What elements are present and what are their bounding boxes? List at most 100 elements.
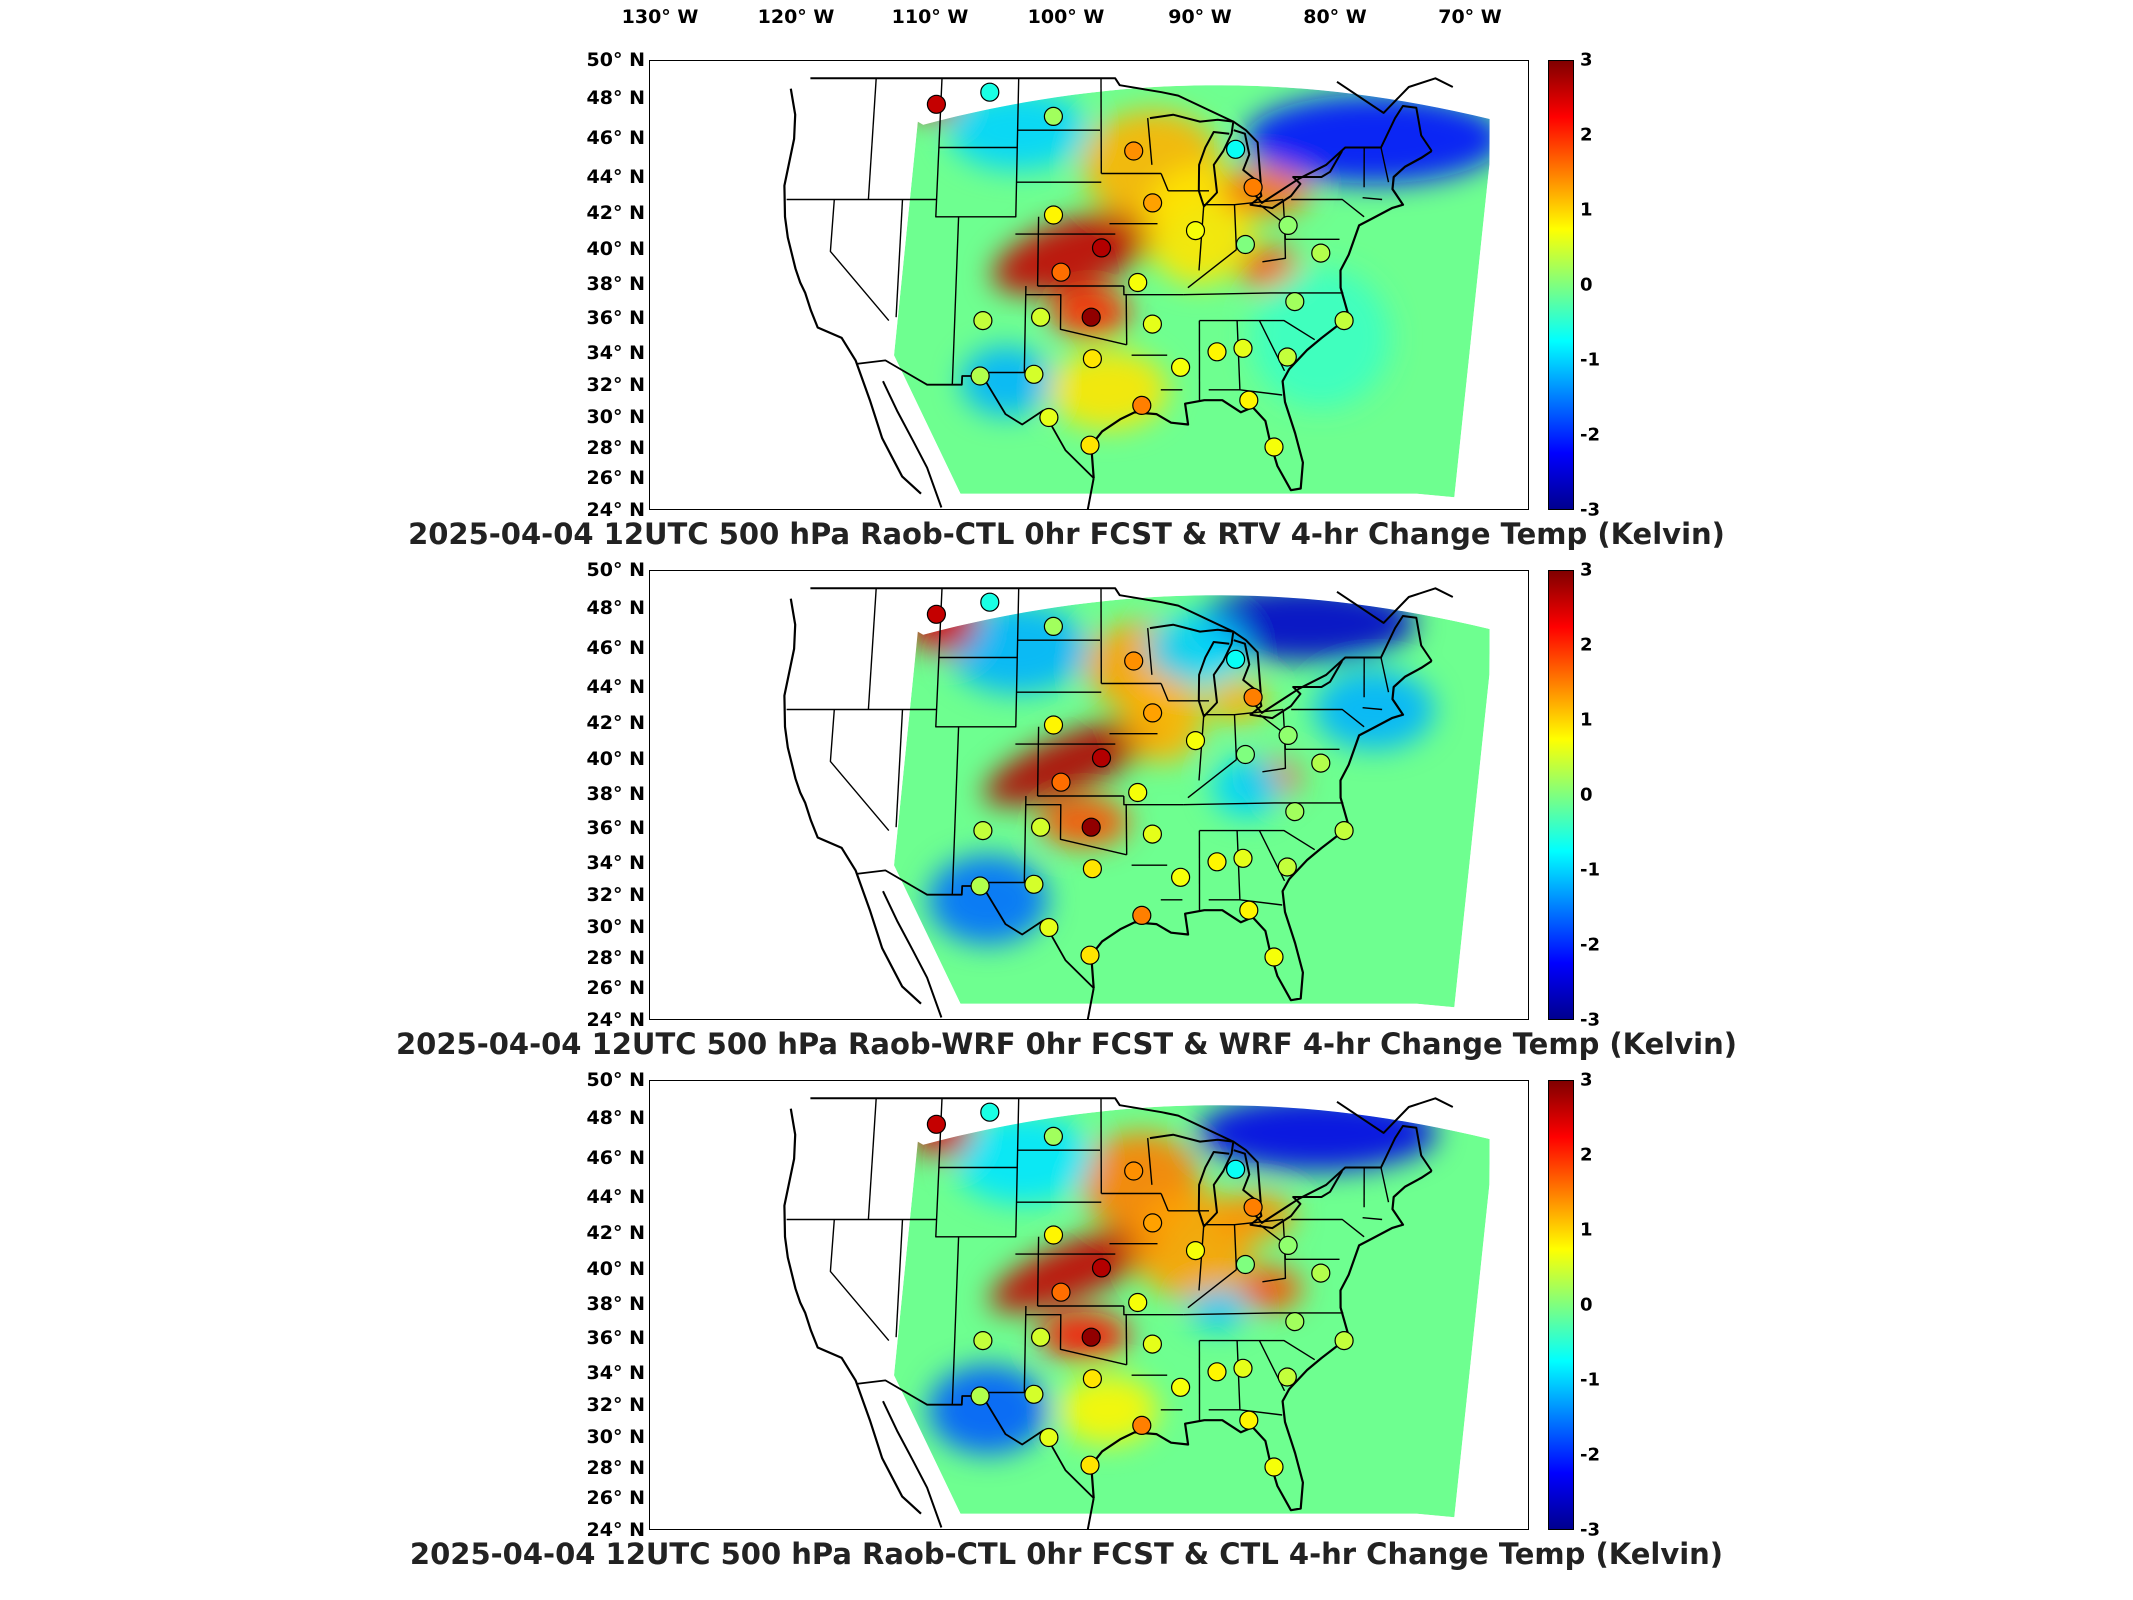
raob-station-marker bbox=[1278, 725, 1298, 745]
longitude-label: 130° W bbox=[621, 6, 699, 28]
state-border bbox=[1125, 294, 1128, 345]
temperature-change-field bbox=[894, 85, 1490, 498]
state-border bbox=[1259, 1224, 1287, 1283]
field-anomaly bbox=[992, 208, 1165, 295]
latitude-label: 44° N bbox=[586, 1186, 645, 1208]
colorbar-tick: -3 bbox=[1580, 1009, 1600, 1031]
raob-station-marker bbox=[1285, 1312, 1305, 1332]
state-border bbox=[1025, 804, 1127, 856]
state-border bbox=[1183, 802, 1344, 806]
state-border bbox=[829, 1219, 890, 1342]
state-border bbox=[1123, 795, 1184, 806]
temperature-change-field bbox=[894, 1105, 1490, 1518]
raob-station-marker bbox=[926, 604, 946, 624]
coastline bbox=[1090, 660, 1433, 1002]
state-border bbox=[1360, 1166, 1390, 1203]
raob-station-marker bbox=[1239, 900, 1259, 920]
latitude-label: 46° N bbox=[586, 127, 645, 149]
raob-station-marker bbox=[973, 821, 993, 841]
field-anomaly bbox=[989, 1223, 1168, 1312]
latitude-label: 28° N bbox=[586, 437, 645, 459]
coastline bbox=[882, 1400, 943, 1528]
latitude-label: 46° N bbox=[586, 637, 645, 659]
state-border bbox=[1025, 1314, 1127, 1366]
colorbar-tick-labels: 3 2 1 0 -1 -2 -3 bbox=[1578, 50, 1638, 521]
raob-station-marker bbox=[1039, 917, 1059, 938]
raob-station-marker bbox=[1185, 221, 1206, 241]
coastline bbox=[783, 1108, 922, 1515]
temperature-change-map bbox=[783, 587, 1490, 1019]
latitude-label: 44° N bbox=[586, 166, 645, 188]
raob-station-marker bbox=[1143, 193, 1163, 213]
longitude-label: 90° W bbox=[1168, 6, 1232, 28]
raob-station-marker bbox=[1024, 1384, 1044, 1404]
colorbar-tick: 3 bbox=[1580, 1069, 1593, 1091]
state-border bbox=[1036, 1236, 1040, 1307]
panel-title: 2025-04-04 12UTC 500 hPa Raob-CTL 0hr FC… bbox=[409, 1537, 1724, 1571]
colorbar-tick: -2 bbox=[1580, 934, 1600, 956]
latitude-label: 32° N bbox=[586, 1394, 645, 1416]
raob-station-marker bbox=[1170, 1377, 1191, 1397]
field-anomaly bbox=[1314, 669, 1435, 750]
raob-station-marker bbox=[1334, 311, 1354, 331]
state-border bbox=[1125, 1314, 1128, 1365]
field-anomaly bbox=[961, 346, 1052, 417]
latitude-axis-labels: 50° N 48° N 46° N 44° N 42° N 40° N 38° N 36° N… bbox=[560, 49, 645, 521]
state-border bbox=[1183, 292, 1344, 296]
raob-stations bbox=[926, 592, 1354, 967]
latitude-axis-labels: 50° N 48° N 46° N 44° N 42° N 40° N 38° N 36° N… bbox=[560, 1069, 645, 1541]
state-border bbox=[867, 1098, 877, 1220]
raob-station-marker bbox=[1243, 1197, 1263, 1217]
latitude-label: 48° N bbox=[586, 597, 645, 619]
field-anomaly bbox=[1244, 93, 1490, 184]
state-border bbox=[1147, 118, 1153, 165]
raob-station-marker bbox=[1132, 395, 1152, 415]
field-anomaly bbox=[928, 854, 1049, 945]
raob-station-marker bbox=[1124, 1161, 1144, 1181]
coastline bbox=[1086, 1497, 1095, 1529]
raob-station-marker bbox=[1207, 342, 1227, 362]
latitude-axis-labels: 50° N 48° N 46° N 44° N 42° N 40° N 38° N 36° N… bbox=[560, 559, 645, 1031]
longitude-axis-labels: 130° W 120° W 110° W 100° W 90° W 80° W 70° W bbox=[0, 0, 2133, 40]
raob-station-marker bbox=[980, 592, 1000, 612]
latitude-label: 40° N bbox=[586, 238, 645, 260]
raob-station-marker bbox=[1081, 817, 1101, 837]
state-border bbox=[1259, 714, 1287, 773]
state-border bbox=[951, 216, 960, 385]
latitude-label: 28° N bbox=[586, 1457, 645, 1479]
latitude-label: 26° N bbox=[586, 467, 645, 489]
colorbar bbox=[1548, 1080, 1574, 1530]
raob-station-marker bbox=[1043, 616, 1063, 637]
raob-station-marker bbox=[1170, 357, 1191, 377]
raob-station-marker bbox=[1031, 817, 1051, 837]
state-border bbox=[895, 709, 904, 828]
colorbar-tick: 3 bbox=[1580, 49, 1593, 71]
colorbar-tick: 2 bbox=[1580, 634, 1593, 656]
state-border bbox=[1187, 249, 1237, 289]
colorbar-tick: 3 bbox=[1580, 559, 1593, 581]
raob-stations bbox=[926, 1102, 1354, 1477]
raob-station-marker bbox=[1239, 1410, 1259, 1430]
state-border bbox=[829, 709, 890, 832]
raob-station-marker bbox=[1264, 437, 1284, 457]
latitude-label: 42° N bbox=[586, 202, 645, 224]
state-border bbox=[1036, 726, 1040, 797]
state-border bbox=[1123, 285, 1184, 296]
coastline bbox=[882, 890, 943, 1018]
state-border bbox=[1239, 389, 1283, 396]
latitude-label: 36° N bbox=[586, 307, 645, 329]
state-border bbox=[1291, 198, 1365, 218]
latitude-label: 28° N bbox=[586, 947, 645, 969]
colorbar-tick: -1 bbox=[1580, 1369, 1600, 1391]
raob-station-marker bbox=[1142, 1334, 1162, 1354]
coastline bbox=[1336, 587, 1454, 624]
state-border bbox=[1199, 829, 1316, 851]
state-border bbox=[1187, 759, 1237, 799]
latitude-label: 26° N bbox=[586, 1487, 645, 1509]
raob-station-marker bbox=[1278, 215, 1298, 235]
raob-station-marker bbox=[1278, 1235, 1298, 1255]
longitude-label: 80° W bbox=[1303, 6, 1367, 28]
state-border bbox=[1291, 1218, 1365, 1238]
state-border bbox=[1259, 204, 1287, 263]
raob-station-marker bbox=[1091, 748, 1112, 768]
